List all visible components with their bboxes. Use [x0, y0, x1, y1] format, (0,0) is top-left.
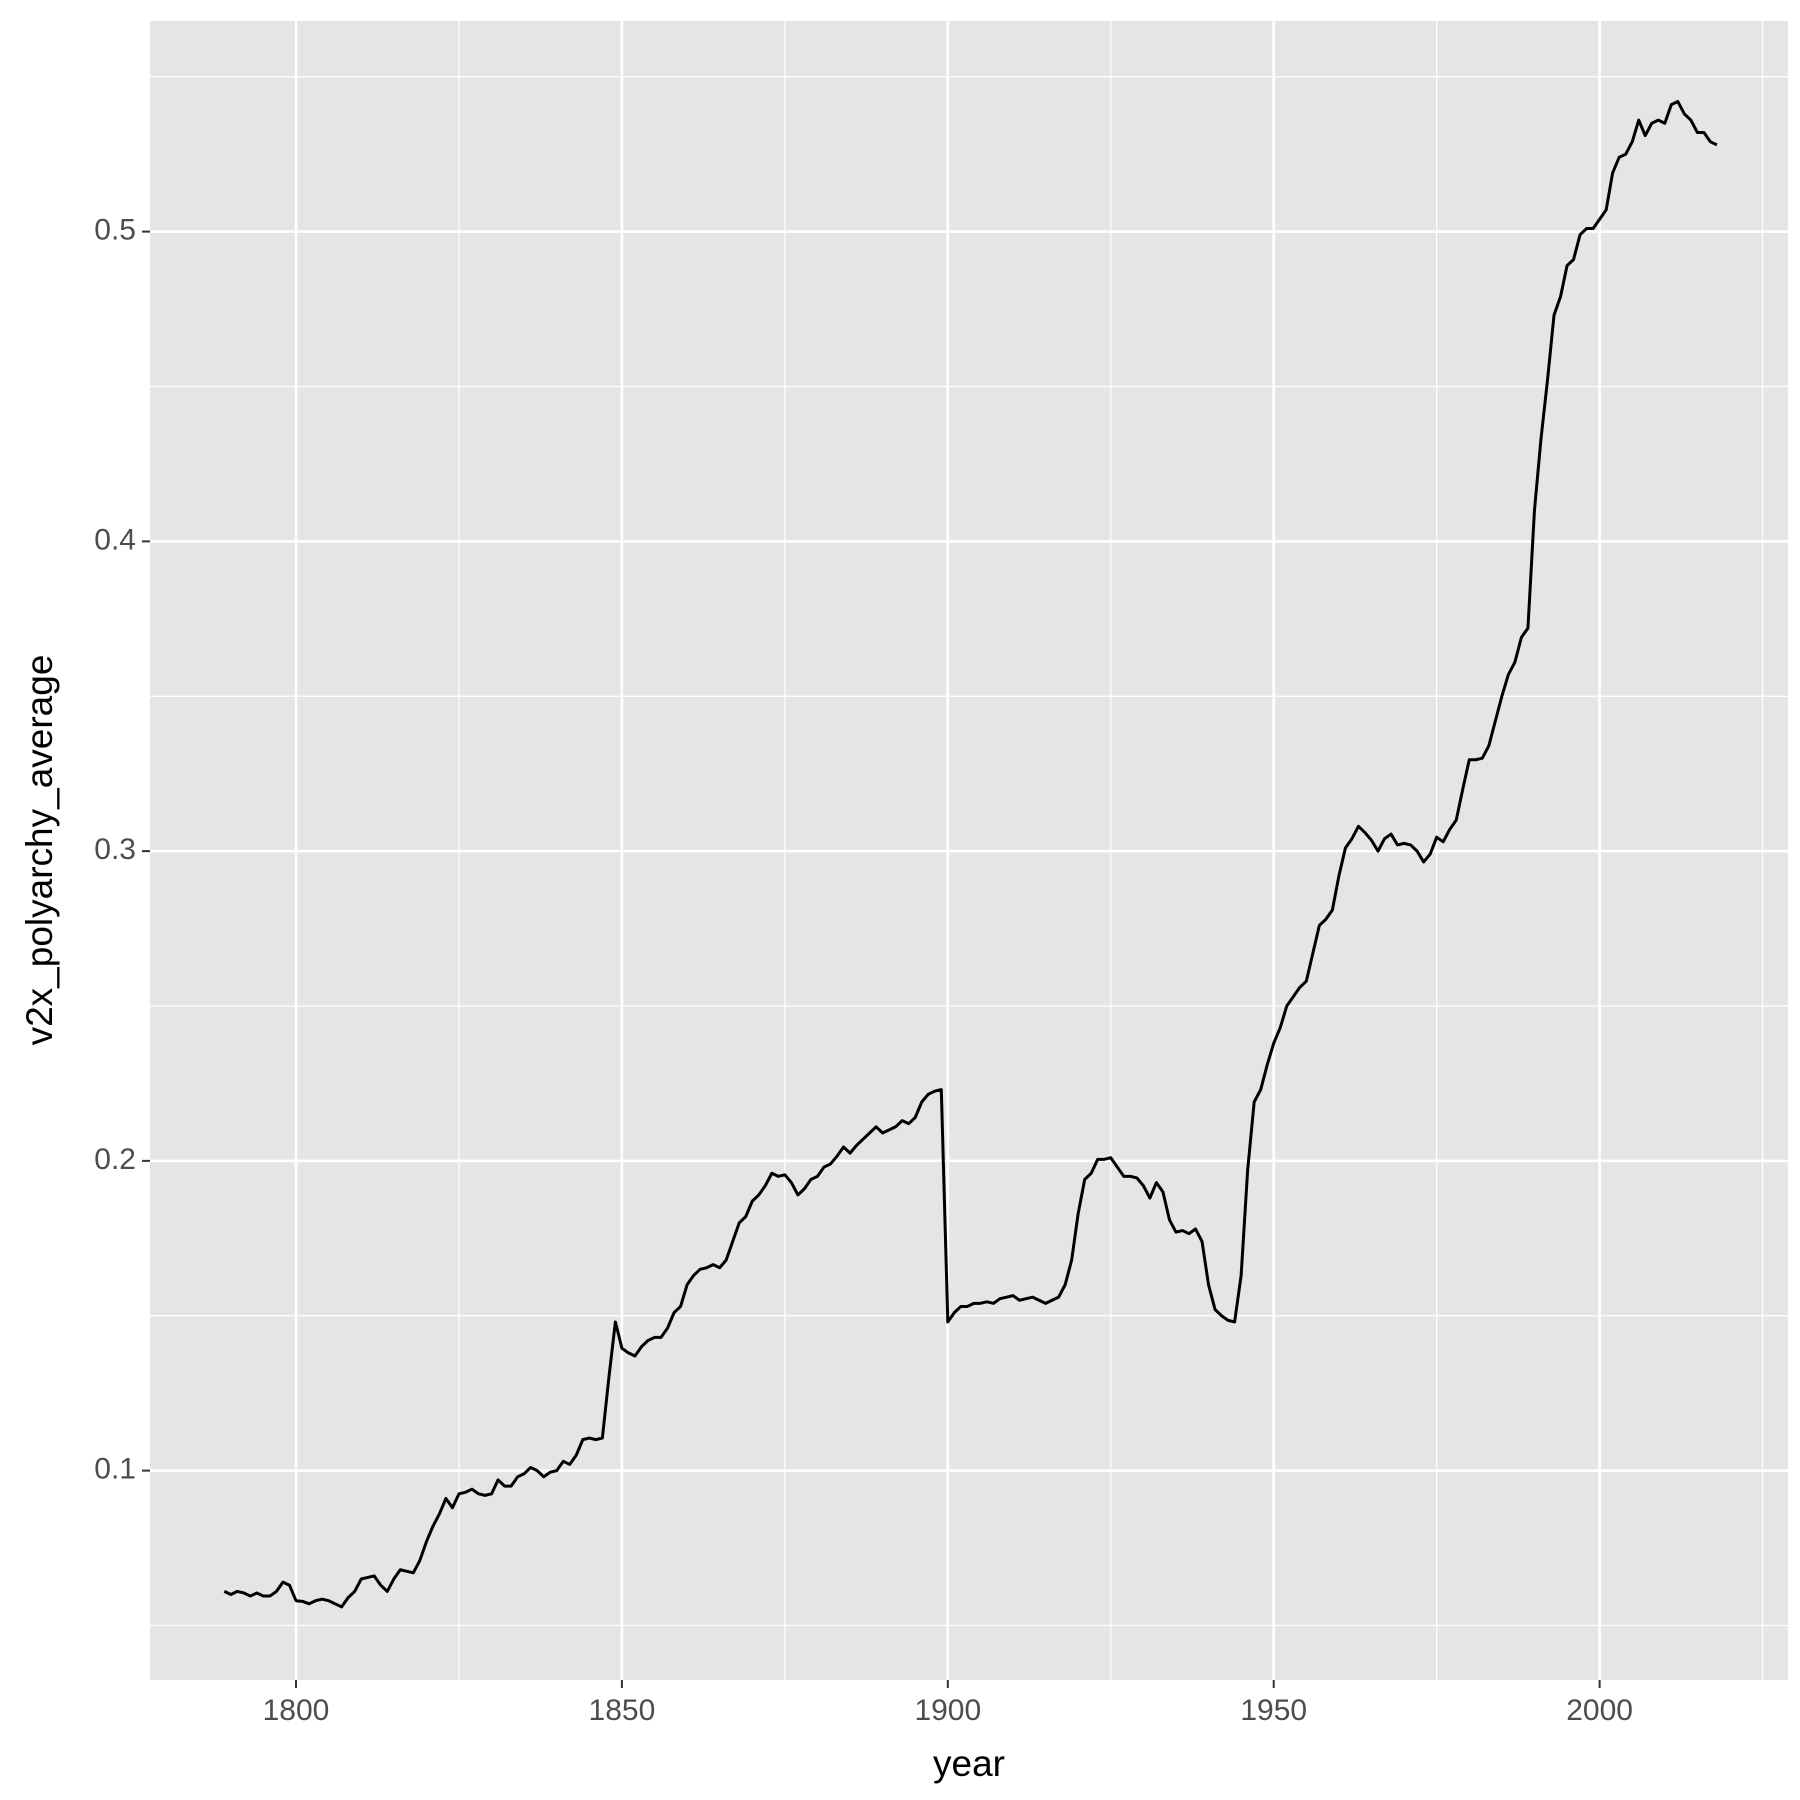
x-tick-label: 1900 — [914, 1694, 981, 1727]
line — [223, 100, 1718, 1609]
y-tick-label: 0.1 — [94, 1453, 136, 1486]
x-axis-title: year — [933, 1743, 1005, 1784]
y-axis-title: v2x_polyarchy_average — [19, 655, 60, 1046]
x-tick-label: 1950 — [1240, 1694, 1307, 1727]
x-tick-label: 1800 — [263, 1694, 330, 1727]
y-tick-label: 0.5 — [94, 214, 136, 247]
x-tick-label: 1850 — [589, 1694, 656, 1727]
y-tick-label: 0.2 — [94, 1143, 136, 1176]
y-tick-label: 0.3 — [94, 833, 136, 866]
x-tick-label: 2000 — [1566, 1694, 1633, 1727]
y-tick-label: 0.4 — [94, 523, 136, 556]
